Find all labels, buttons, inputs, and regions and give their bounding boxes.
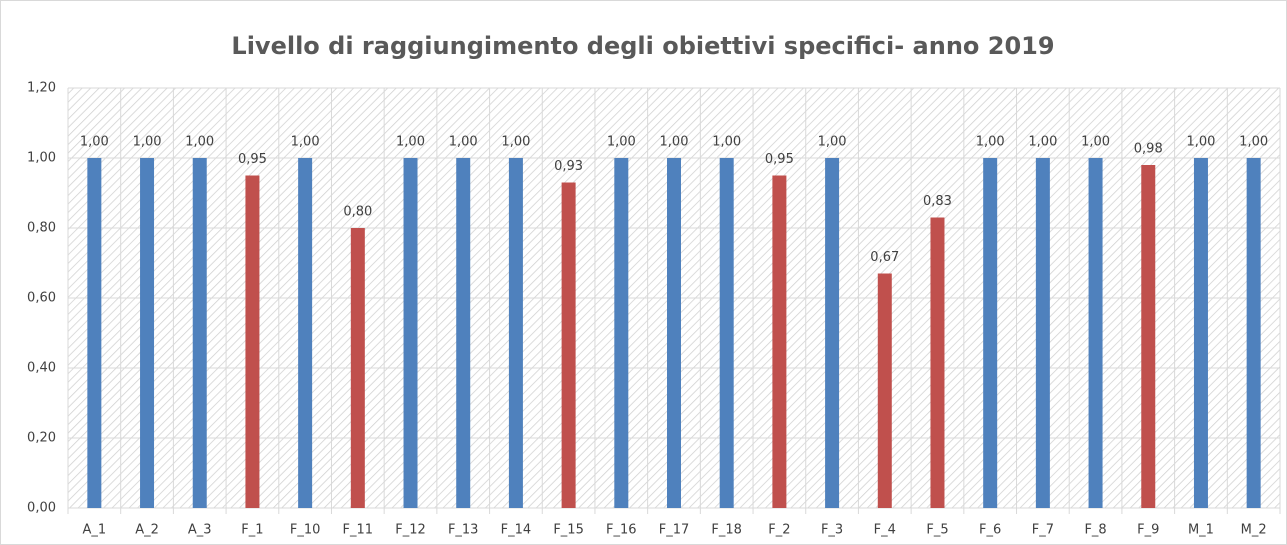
bar xyxy=(87,158,102,508)
bar xyxy=(508,158,523,508)
bar xyxy=(614,158,629,508)
y-tick-label: 0,60 xyxy=(27,291,56,306)
value-label: 0,98 xyxy=(1134,142,1163,157)
value-label: 1,00 xyxy=(1186,135,1215,150)
bar xyxy=(772,175,787,508)
x-tick-label: F_10 xyxy=(290,523,321,538)
bar xyxy=(1141,165,1156,508)
x-tick-label: A_1 xyxy=(83,523,107,538)
value-label: 1,00 xyxy=(660,135,689,150)
value-label: 1,00 xyxy=(712,135,741,150)
value-label: 1,00 xyxy=(291,135,320,150)
x-tick-label: F_13 xyxy=(448,523,479,538)
bar xyxy=(719,158,734,508)
x-tick-label: F_3 xyxy=(821,523,843,538)
y-tick-label: 0,00 xyxy=(27,501,56,516)
bar xyxy=(245,175,260,508)
x-tick-label: F_7 xyxy=(1032,523,1054,538)
value-label: 1,00 xyxy=(185,135,214,150)
x-tick-label: F_2 xyxy=(768,523,790,538)
bar xyxy=(667,158,681,508)
value-label: 1,00 xyxy=(1028,135,1057,150)
x-tick-label: F_8 xyxy=(1084,523,1106,538)
bar xyxy=(983,158,998,508)
value-label: 0,93 xyxy=(554,159,583,174)
x-tick-label: F_17 xyxy=(659,523,690,538)
x-tick-label: F_5 xyxy=(926,523,948,538)
bar xyxy=(1088,158,1103,508)
value-label: 0,67 xyxy=(870,250,899,265)
y-tick-label: 0,20 xyxy=(27,431,56,446)
bar xyxy=(1193,158,1208,508)
x-tick-label: F_12 xyxy=(395,523,426,538)
value-label: 1,00 xyxy=(818,135,847,150)
bar xyxy=(930,217,945,508)
y-tick-label: 0,40 xyxy=(27,361,56,376)
bar xyxy=(1035,158,1050,508)
value-label: 0,95 xyxy=(238,152,267,167)
value-label: 1,00 xyxy=(976,135,1005,150)
x-tick-label: F_18 xyxy=(711,523,742,538)
bar xyxy=(1246,158,1261,508)
x-tick-label: F_9 xyxy=(1137,523,1159,538)
x-tick-label: F_1 xyxy=(241,523,263,538)
bar xyxy=(561,182,576,508)
bar xyxy=(140,158,155,508)
bar xyxy=(877,273,892,508)
x-tick-label: M_1 xyxy=(1188,523,1214,538)
x-tick-label: F_16 xyxy=(606,523,637,538)
y-tick-label: 1,20 xyxy=(27,81,56,96)
value-label: 1,00 xyxy=(396,135,425,150)
value-label: 0,80 xyxy=(343,205,372,220)
chart-title: Livello di raggiungimento degli obiettiv… xyxy=(231,32,1054,60)
x-tick-label: A_2 xyxy=(135,523,159,538)
y-tick-label: 0,80 xyxy=(27,221,56,236)
x-tick-label: F_11 xyxy=(343,523,374,538)
bar xyxy=(192,158,207,508)
value-label: 1,00 xyxy=(607,135,636,150)
value-label: 1,00 xyxy=(1239,135,1268,150)
bar xyxy=(403,158,418,508)
bar xyxy=(298,158,313,508)
value-label: 1,00 xyxy=(133,135,162,150)
x-tick-label: M_2 xyxy=(1241,523,1267,538)
value-label: 1,00 xyxy=(449,135,478,150)
value-label: 1,00 xyxy=(501,135,530,150)
x-tick-label: F_6 xyxy=(979,523,1001,538)
bar xyxy=(456,158,471,508)
y-tick-label: 1,00 xyxy=(27,151,56,166)
value-label: 0,83 xyxy=(923,194,952,209)
x-tick-label: F_15 xyxy=(553,523,584,538)
bar xyxy=(350,228,365,508)
value-label: 1,00 xyxy=(1081,135,1110,150)
x-tick-label: F_4 xyxy=(874,523,896,538)
value-label: 1,00 xyxy=(80,135,109,150)
bar xyxy=(825,158,840,508)
value-label: 0,95 xyxy=(765,152,794,167)
x-tick-label: F_14 xyxy=(501,523,532,538)
x-tick-label: A_3 xyxy=(188,523,212,538)
